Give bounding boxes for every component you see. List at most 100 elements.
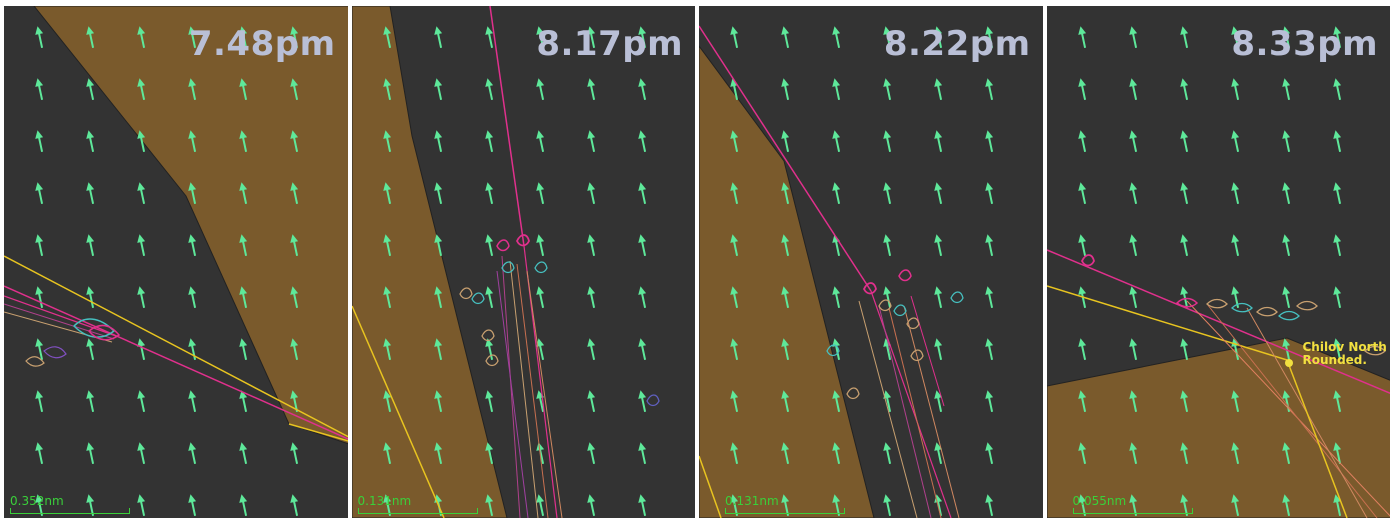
arrow-up-icon xyxy=(730,286,739,308)
arrow-up-icon xyxy=(290,78,299,100)
arrow-up-icon xyxy=(535,234,544,256)
arrow-up-icon xyxy=(985,494,994,516)
arrow-up-icon xyxy=(239,390,248,412)
arrow-up-icon xyxy=(586,130,595,152)
arrow-up-icon xyxy=(586,494,595,516)
arrow-up-icon xyxy=(1179,338,1188,360)
arrow-up-icon xyxy=(934,286,943,308)
track-line xyxy=(4,303,115,340)
arrow-up-icon xyxy=(484,182,493,204)
arrow-up-icon xyxy=(730,26,739,48)
arrow-up-icon xyxy=(86,286,95,308)
arrow-up-icon xyxy=(290,286,299,308)
boat-icon xyxy=(862,282,877,295)
track-line xyxy=(888,307,942,518)
arrow-up-icon xyxy=(1332,234,1341,256)
arrow-up-icon xyxy=(1281,78,1290,100)
arrow-up-icon xyxy=(730,130,739,152)
arrow-up-icon xyxy=(1179,182,1188,204)
boat-icon xyxy=(950,291,964,304)
boat-icon xyxy=(43,346,67,359)
arrow-up-icon xyxy=(382,182,391,204)
arrow-up-icon xyxy=(1332,78,1341,100)
arrow-up-icon xyxy=(1332,494,1341,516)
arrow-up-icon xyxy=(484,338,493,360)
arrow-up-icon xyxy=(1281,234,1290,256)
arrow-up-icon xyxy=(985,338,994,360)
boat-icon xyxy=(878,299,892,312)
boat-icon xyxy=(1205,298,1228,309)
arrow-up-icon xyxy=(86,338,95,360)
arrow-up-icon xyxy=(730,494,739,516)
arrow-up-icon xyxy=(1077,286,1086,308)
mark-label: Chilov North Rounded. xyxy=(1303,341,1387,367)
map-layer xyxy=(351,6,660,518)
arrow-up-icon xyxy=(35,390,44,412)
mark-label-line-2: Rounded. xyxy=(1302,353,1367,367)
arrow-up-icon xyxy=(832,78,841,100)
arrow-up-icon xyxy=(1230,442,1239,464)
arrow-up-icon xyxy=(290,182,299,204)
arrow-up-icon xyxy=(137,286,146,308)
track-line xyxy=(4,295,117,337)
arrow-up-icon xyxy=(586,338,595,360)
course-line xyxy=(699,455,722,518)
arrow-up-icon xyxy=(484,494,493,516)
arrow-up-icon xyxy=(637,390,646,412)
arrow-up-icon xyxy=(781,26,790,48)
arrow-up-icon xyxy=(1179,234,1188,256)
arrow-up-icon xyxy=(637,182,646,204)
arrow-up-icon xyxy=(637,286,646,308)
arrow-up-icon xyxy=(535,78,544,100)
track-line xyxy=(488,6,525,247)
arrow-up-icon xyxy=(832,494,841,516)
boat-icon xyxy=(533,261,548,274)
arrow-up-icon xyxy=(1332,390,1341,412)
arrow-up-icon xyxy=(1281,286,1290,308)
arrow-up-icon xyxy=(1179,78,1188,100)
arrow-up-icon xyxy=(382,286,391,308)
arrow-up-icon xyxy=(86,234,95,256)
arrow-up-icon xyxy=(1128,442,1137,464)
arrow-up-icon xyxy=(35,130,44,152)
arrow-up-icon xyxy=(239,494,248,516)
arrow-up-icon xyxy=(1077,26,1086,48)
track-line xyxy=(516,263,548,518)
arrow-up-icon xyxy=(188,338,197,360)
land-area xyxy=(33,6,348,445)
boat-icon xyxy=(826,344,840,357)
mark-label-line-1: Chilov North xyxy=(1302,340,1387,354)
boat-icon xyxy=(495,239,510,252)
arrow-up-icon xyxy=(1332,442,1341,464)
arrow-up-icon xyxy=(730,182,739,204)
arrow-up-icon xyxy=(1179,390,1188,412)
arrow-up-icon xyxy=(934,390,943,412)
course-line xyxy=(351,305,445,518)
arrow-up-icon xyxy=(1230,130,1239,152)
arrow-up-icon xyxy=(35,234,44,256)
snapshot-panel-2: 8.17pm 0.131nm xyxy=(351,6,695,518)
arrow-up-icon xyxy=(35,286,44,308)
arrow-up-icon xyxy=(290,26,299,48)
arrow-up-icon xyxy=(1128,130,1137,152)
boat-icon xyxy=(1295,300,1318,311)
arrow-up-icon xyxy=(985,130,994,152)
arrow-up-icon xyxy=(934,338,943,360)
arrow-up-icon xyxy=(188,182,197,204)
arrow-up-icon xyxy=(934,130,943,152)
arrow-up-icon xyxy=(137,26,146,48)
arrow-up-icon xyxy=(137,182,146,204)
arrow-up-icon xyxy=(1332,338,1341,360)
arrow-up-icon xyxy=(188,78,197,100)
scale-bar-line xyxy=(725,508,845,514)
arrow-up-icon xyxy=(883,494,892,516)
arrow-up-icon xyxy=(1179,494,1188,516)
arrow-up-icon xyxy=(433,390,442,412)
boat-icon xyxy=(458,287,473,300)
arrow-up-icon xyxy=(586,442,595,464)
arrow-up-icon xyxy=(433,442,442,464)
arrow-up-icon xyxy=(781,442,790,464)
arrow-up-icon xyxy=(934,234,943,256)
arrow-up-icon xyxy=(290,234,299,256)
